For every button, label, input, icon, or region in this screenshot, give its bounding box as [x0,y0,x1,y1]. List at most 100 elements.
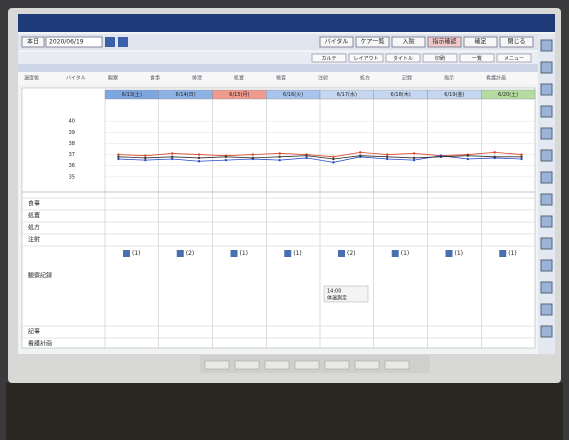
side-icon[interactable] [540,303,553,316]
observation-count: (2) [186,250,195,257]
vital-point [305,154,308,157]
column-header-label: 6/20(土) [498,91,518,98]
tab-bar [18,72,538,84]
side-icon[interactable] [540,127,553,140]
vital-line [118,151,522,158]
observation-icon[interactable] [284,250,292,257]
observation-icon[interactable] [230,250,238,257]
side-icon[interactable] [540,193,553,206]
subbar-button[interactable] [385,53,421,63]
tab[interactable]: 処方 [360,75,370,82]
tab[interactable]: 検査 [276,75,286,82]
tab[interactable]: 観察 [108,75,118,82]
observation-icon[interactable] [123,250,130,257]
subbar-button[interactable] [311,53,347,63]
vital-point [412,158,416,162]
toolbar-button[interactable] [463,36,498,48]
column-header-label: 6/13(土) [122,91,142,98]
side-icon[interactable] [540,237,553,250]
toolbar-button[interactable] [499,36,534,48]
observation-icon[interactable] [338,250,345,257]
vital-point [305,156,308,160]
toolbar-button-label: 入院 [402,38,414,46]
subbar-button-label: タイトル [393,55,413,62]
observation-icon[interactable] [176,250,184,257]
side-icon[interactable] [540,105,553,118]
observation-icon[interactable] [391,250,399,257]
column-header [481,89,536,100]
vital-point [251,153,255,156]
side-icon[interactable] [540,171,553,184]
vital-point [493,155,496,158]
side-icon[interactable] [540,149,553,162]
vital-point [251,156,255,160]
toolbar-button[interactable] [355,36,390,48]
tab[interactable]: 指示 [444,75,454,82]
observation-icon[interactable] [499,250,507,257]
toolbar-button[interactable] [427,36,462,48]
prev-button[interactable] [105,37,115,47]
tab[interactable]: 処置 [234,75,244,82]
row-label: 処置 [28,212,40,220]
vital-point [224,158,228,162]
toolbar-button[interactable] [319,36,354,48]
tab[interactable]: バイタル [66,75,86,82]
toolbar-button-label: ケア一覧 [360,38,384,46]
observation-count: (1) [293,250,302,257]
vital-point [466,154,470,157]
vital-point [197,160,201,163]
toolbar-button-label: 確定 [474,38,486,46]
vital-point [520,155,523,158]
column-header-label: 6/18(木) [391,91,411,98]
tab[interactable]: 排泄 [192,75,202,82]
subbar-button[interactable] [459,53,495,63]
observation-count: (1) [132,250,141,257]
toolbar-button-label: 指示確認 [432,38,456,46]
side-icon[interactable] [540,259,553,272]
tab[interactable]: 看護計画 [486,75,506,82]
vital-point [170,152,174,155]
vital-point [117,157,120,161]
vital-point [359,154,362,157]
vital-point [520,157,523,161]
y-tick-label: 36 [69,163,75,169]
tab[interactable]: 記録 [402,75,412,82]
subbar-button[interactable] [422,53,458,63]
vital-point [278,155,281,158]
today-label: 本日 [27,38,39,46]
observation-count: (1) [455,250,464,257]
observation-count: (1) [401,250,410,257]
side-icon[interactable] [540,215,553,228]
side-icon[interactable] [540,281,553,294]
subbar-button[interactable] [348,53,384,63]
today-button[interactable] [21,36,45,48]
side-icon[interactable] [540,39,553,52]
side-icon[interactable] [540,325,553,338]
monitor-buttons [204,360,410,370]
side-icon[interactable] [540,83,553,96]
note-text: 体温測定 [327,295,347,302]
vital-point [197,156,201,160]
vital-point [385,155,389,158]
observation-count: (2) [347,250,356,257]
vital-point [385,157,389,161]
side-icon[interactable] [540,61,553,74]
vital-point [332,161,335,164]
tab[interactable]: 注射 [318,75,328,82]
vital-line [118,155,522,160]
note-text: 14:00 [327,289,341,295]
vital-point [170,155,174,158]
tab[interactable]: 温度板 [24,75,39,82]
vital-point [117,155,120,158]
vital-point [144,158,147,162]
desk [6,383,563,440]
subbar-button[interactable] [496,53,532,63]
vital-point [144,156,147,160]
date-field[interactable] [45,36,103,48]
observation-icon[interactable] [445,250,453,257]
next-button[interactable] [118,37,128,47]
tab[interactable]: 食事 [150,75,160,82]
observation-count: (1) [508,250,517,257]
toolbar-button[interactable] [391,36,426,48]
